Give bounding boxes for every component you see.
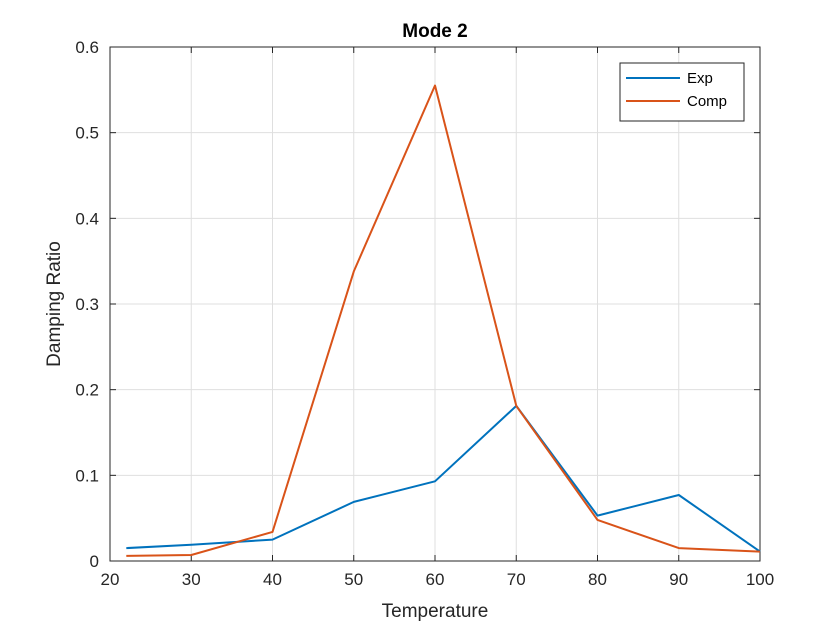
x-tick-label: 40: [263, 570, 282, 589]
y-tick-label: 0.4: [75, 209, 99, 228]
x-tick-label: 50: [344, 570, 363, 589]
ticks: 20 30 40 50 60 70 80 90 100 0 0.1 0.2 0.3 0.4 0.5 0.6: [75, 38, 774, 589]
y-tick-label: 0.3: [75, 295, 99, 314]
x-tick-label: 90: [669, 570, 688, 589]
y-tick-label: 0.6: [75, 38, 99, 57]
x-tick-label: 60: [426, 570, 445, 589]
series-line-comp: [126, 84, 761, 557]
y-tick-label: 0.2: [75, 381, 99, 400]
series: [126, 84, 761, 557]
y-tick-label: 0.5: [75, 124, 99, 143]
chart-title: Mode 2: [402, 21, 467, 42]
legend-label-comp: Comp: [687, 93, 727, 110]
x-tick-label: 20: [101, 570, 120, 589]
x-tick-label: 100: [746, 570, 774, 589]
x-tick-label: 30: [182, 570, 201, 589]
legend-box: [619, 62, 745, 122]
legend: Exp Comp: [619, 62, 745, 122]
y-tick-label: 0: [90, 552, 99, 571]
y-tick-label: 0.1: [75, 466, 99, 485]
x-axis-label: Temperature: [382, 601, 489, 622]
x-tick-label: 80: [588, 570, 607, 589]
x-tick-label: 70: [507, 570, 526, 589]
legend-label-exp: Exp: [687, 70, 713, 87]
series-line-exp: [126, 404, 761, 553]
y-axis-label: Damping Ratio: [44, 241, 65, 367]
